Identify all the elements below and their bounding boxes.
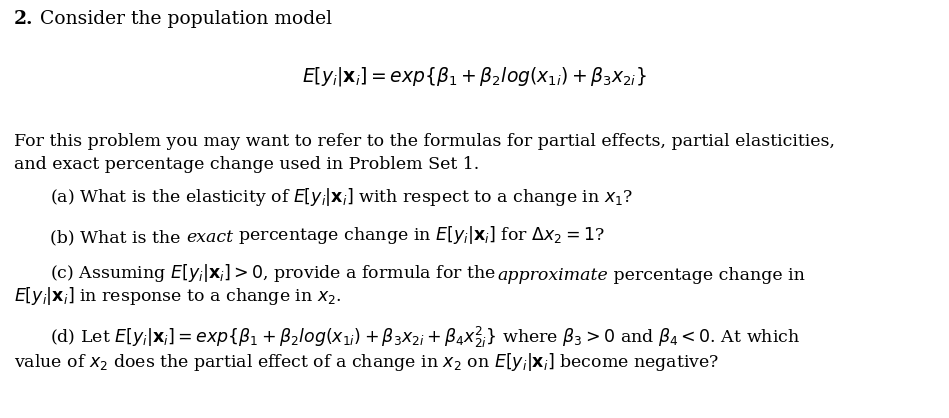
Text: percentage change in: percentage change in: [607, 267, 805, 284]
Text: and exact percentage change used in Problem Set 1.: and exact percentage change used in Prob…: [14, 156, 479, 173]
Text: exact: exact: [186, 229, 233, 246]
Text: (d) Let $E[y_i|\mathbf{x}_i] = exp\{\beta_1 + \beta_2 log(x_{1i}) + \beta_3 x_{2: (d) Let $E[y_i|\mathbf{x}_i] = exp\{\bet…: [50, 325, 800, 350]
Text: (b) What is the: (b) What is the: [50, 229, 186, 246]
Text: 2.: 2.: [14, 10, 33, 28]
Text: $E[y_i|\mathbf{x}_i]$ in response to a change in $x_2$.: $E[y_i|\mathbf{x}_i]$ in response to a c…: [14, 285, 342, 307]
Text: $E[y_i|\mathbf{x}_i] = exp\{\beta_1 + \beta_2 log(x_{1i}) + \beta_3 x_{2i}\}$: $E[y_i|\mathbf{x}_i] = exp\{\beta_1 + \b…: [302, 65, 647, 88]
Text: value of $x_2$ does the partial effect of a change in $x_2$ on $E[y_i|\mathbf{x}: value of $x_2$ does the partial effect o…: [14, 351, 719, 373]
Text: percentage change in $E[y_i|\mathbf{x}_i]$ for $\Delta x_2 = 1$?: percentage change in $E[y_i|\mathbf{x}_i…: [233, 224, 605, 246]
Text: For this problem you may want to refer to the formulas for partial effects, part: For this problem you may want to refer t…: [14, 133, 835, 150]
Text: (c) Assuming $E[y_i|\mathbf{x}_i] > 0$, provide a formula for the: (c) Assuming $E[y_i|\mathbf{x}_i] > 0$, …: [50, 262, 497, 284]
Text: approximate: approximate: [497, 267, 607, 284]
Text: Consider the population model: Consider the population model: [33, 10, 331, 28]
Text: (a) What is the elasticity of $E[y_i|\mathbf{x}_i]$ with respect to a change in : (a) What is the elasticity of $E[y_i|\ma…: [50, 186, 633, 208]
